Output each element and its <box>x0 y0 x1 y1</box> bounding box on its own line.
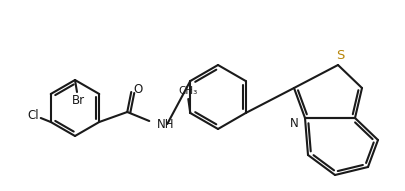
Text: O: O <box>134 83 143 96</box>
Text: Cl: Cl <box>27 108 38 121</box>
Text: NH: NH <box>157 117 175 130</box>
Text: Br: Br <box>71 94 85 107</box>
Text: CH₃: CH₃ <box>179 86 198 96</box>
Text: N: N <box>290 117 298 129</box>
Text: S: S <box>336 49 344 62</box>
